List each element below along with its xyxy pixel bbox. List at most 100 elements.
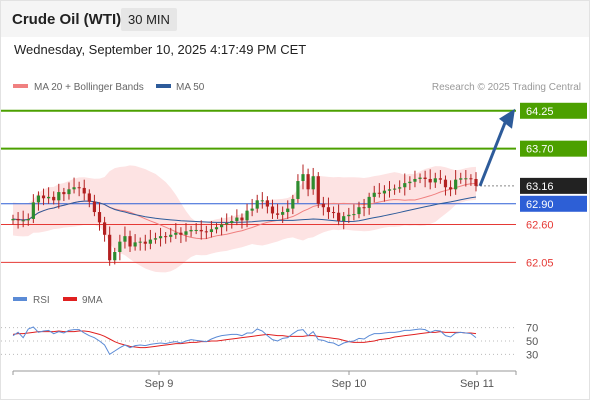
- candle-body: [204, 231, 208, 233]
- legend-label-ma50: MA 50: [176, 82, 205, 93]
- level-label-62.90: 62.90: [526, 199, 554, 211]
- candle-body: [443, 179, 448, 188]
- candle: [204, 225, 208, 239]
- candle-body: [118, 241, 122, 252]
- rsi-ma-legend-label: 9MA: [82, 295, 103, 306]
- candle: [158, 227, 163, 247]
- candle-body: [413, 178, 417, 182]
- price-pane: 64.25 63.70 63.16 62.90 62.60 62.05: [1, 102, 587, 273]
- candle-body: [62, 192, 66, 195]
- candle-body: [291, 198, 295, 209]
- candle: [153, 232, 158, 244]
- candle-body: [230, 221, 234, 224]
- candle: [275, 203, 280, 219]
- candle-body: [209, 229, 214, 233]
- candle-body: [225, 223, 229, 225]
- candle: [469, 174, 473, 186]
- candle-body: [199, 229, 203, 232]
- candle: [255, 194, 259, 213]
- candle: [16, 212, 20, 229]
- candle: [235, 209, 239, 226]
- candle: [113, 247, 117, 265]
- candle-body: [382, 190, 387, 194]
- candle: [474, 172, 478, 192]
- candle-body: [377, 192, 381, 194]
- candle: [92, 194, 97, 217]
- candle: [214, 223, 219, 234]
- candle-body: [250, 208, 254, 211]
- candle-body: [153, 238, 158, 240]
- candle-body: [31, 202, 35, 219]
- candle-body: [326, 207, 331, 213]
- candle-body: [428, 178, 432, 183]
- candle-body: [148, 239, 152, 244]
- candle-body: [214, 227, 219, 230]
- candle: [398, 180, 402, 193]
- candle-body: [174, 232, 178, 235]
- candle-body: [306, 174, 310, 190]
- level-label-62.60: 62.60: [526, 219, 554, 231]
- candle-body: [245, 210, 249, 221]
- legend-swatch-ma50: [156, 84, 171, 88]
- level-tag-62.90: [520, 195, 587, 212]
- candle-body: [138, 241, 142, 243]
- candle: [260, 192, 264, 209]
- candle: [296, 174, 300, 204]
- interval-badge[interactable]: 30 MIN: [121, 8, 177, 31]
- candle: [403, 173, 407, 196]
- candle-body: [301, 174, 305, 182]
- forecast-arrow-shaft: [478, 122, 507, 187]
- candle: [245, 203, 249, 228]
- chart-header: Crude Oil (WTI) 30 MIN: [1, 1, 589, 37]
- candle: [108, 226, 112, 266]
- candle: [367, 192, 371, 215]
- candle-body: [311, 176, 315, 190]
- candle: [184, 223, 188, 242]
- candle-body: [281, 212, 285, 215]
- candle-body: [189, 229, 193, 232]
- candle: [347, 207, 351, 224]
- candle-body: [337, 212, 341, 221]
- candle-body: [179, 232, 183, 235]
- candle: [286, 200, 290, 219]
- forecast-arrow-head: [499, 108, 515, 129]
- bollinger-band: [13, 165, 476, 273]
- candle: [133, 234, 137, 251]
- candle-body: [220, 224, 224, 228]
- candle-body: [108, 234, 112, 261]
- candle-body: [316, 176, 320, 204]
- candle: [337, 204, 341, 226]
- legend-swatch-ma20: [13, 84, 28, 88]
- candle-body: [296, 181, 300, 199]
- candle-body: [133, 242, 137, 247]
- candle: [413, 170, 417, 188]
- candle: [41, 188, 46, 206]
- candle-body: [448, 187, 453, 190]
- candle-body: [92, 201, 97, 213]
- rsi-tick-30: 30: [526, 349, 538, 361]
- candle: [387, 181, 392, 198]
- candle: [209, 221, 214, 238]
- candle: [428, 169, 432, 190]
- level-tag-64.25: [520, 102, 587, 119]
- candle-body: [362, 207, 366, 209]
- timestamp: Wednesday, September 10, 2025 4:17:49 PM…: [14, 42, 307, 57]
- candle-body: [235, 217, 239, 221]
- candle: [189, 225, 193, 237]
- candle: [128, 230, 132, 252]
- candle-body: [398, 187, 402, 189]
- candle-body: [123, 236, 127, 242]
- candle-body: [331, 212, 336, 214]
- candle: [301, 164, 305, 190]
- candle-body: [469, 178, 473, 180]
- candle: [67, 182, 71, 200]
- candle: [52, 191, 56, 205]
- candle-body: [77, 187, 81, 189]
- level-tag-63.70: [520, 140, 587, 157]
- candle: [464, 170, 468, 187]
- candle-body: [286, 208, 290, 213]
- candle: [143, 234, 147, 251]
- x-axis-label: Sep 10: [332, 378, 367, 390]
- candle: [138, 237, 142, 251]
